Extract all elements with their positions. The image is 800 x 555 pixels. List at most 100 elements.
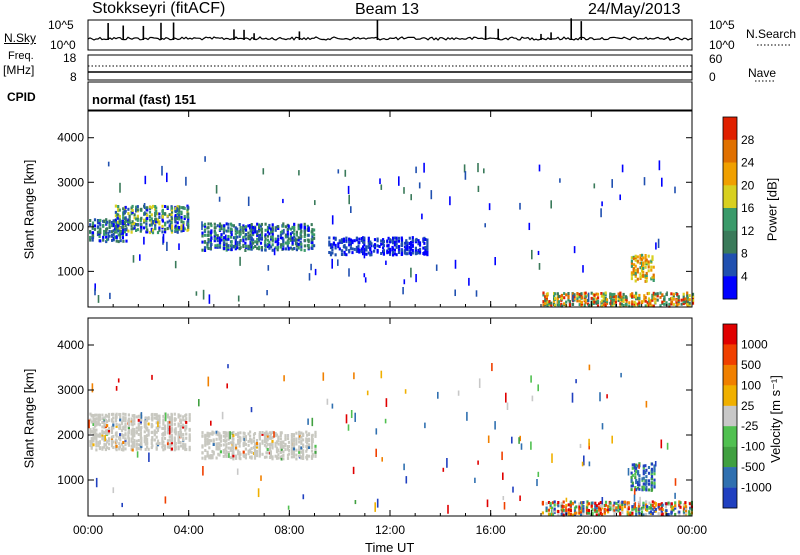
echo-cell: [179, 441, 182, 444]
echo-cell: [604, 291, 607, 295]
echo-cell: [103, 431, 106, 435]
echo-cell: [127, 229, 130, 233]
echo-cell: [90, 413, 93, 417]
echo-cell: [554, 303, 557, 307]
echo-cell: [128, 214, 131, 218]
echo-cell: [239, 238, 242, 242]
scatter-cell: [148, 452, 150, 462]
echo-cell: [140, 439, 143, 443]
power-ytick-label: 3000: [57, 175, 84, 189]
echo-cell: [274, 454, 277, 458]
echo-cell: [222, 231, 225, 235]
echo-cell: [161, 442, 164, 445]
echo-cell: [232, 434, 235, 438]
velocity-ytick-label: 3000: [57, 383, 84, 397]
echo-cell: [127, 441, 130, 445]
scatter-cell: [168, 425, 171, 435]
echo-cell: [250, 239, 253, 243]
echo-cell: [122, 227, 125, 230]
scatter-cell: [619, 194, 621, 201]
echo-cell: [376, 248, 379, 252]
echo-cell: [170, 418, 173, 422]
echo-cell: [187, 205, 190, 209]
echo-cell: [311, 235, 314, 239]
scatter-cell: [331, 258, 333, 269]
echo-cell: [236, 230, 239, 234]
echo-cell: [224, 435, 227, 439]
echo-cell: [136, 218, 139, 222]
echo-cell: [422, 252, 425, 255]
echo-cell: [679, 505, 682, 509]
echo-cell: [553, 507, 556, 511]
echo-cell: [133, 441, 136, 445]
echo-cell: [280, 454, 283, 458]
echo-cell: [117, 229, 120, 233]
echo-cell: [203, 222, 207, 226]
nsky-label: N.Sky: [4, 31, 37, 45]
scatter-cell: [380, 370, 383, 379]
echo-cell: [645, 475, 648, 479]
echo-cell: [261, 452, 264, 456]
echo-cell: [561, 507, 564, 511]
echo-cell: [279, 245, 283, 249]
echo-cell: [638, 462, 641, 466]
echo-cell: [593, 295, 596, 299]
echo-cell: [651, 500, 654, 504]
scatter-cell: [195, 291, 198, 296]
echo-cell: [362, 251, 365, 255]
echo-cell: [127, 429, 130, 433]
echo-cell: [582, 509, 585, 513]
echo-cell: [271, 227, 274, 231]
echo-cell: [300, 248, 303, 252]
echo-cell: [234, 242, 237, 245]
echo-cell: [174, 226, 177, 230]
echo-cell: [123, 221, 126, 224]
echo-cell: [600, 299, 603, 303]
echo-cell: [114, 204, 117, 208]
echo-cell: [637, 480, 640, 484]
echo-cell: [642, 275, 645, 278]
echo-cell: [242, 444, 245, 448]
echo-cell: [637, 302, 640, 306]
echo-cell: [140, 443, 143, 447]
echo-cell: [382, 240, 385, 244]
echo-cell: [112, 236, 115, 240]
echo-cell: [299, 224, 302, 228]
echo-cell: [644, 479, 647, 483]
echo-cell: [271, 234, 274, 238]
scatter-cell: [464, 171, 467, 180]
echo-cell: [116, 223, 119, 227]
echo-cell: [635, 481, 638, 485]
echo-cell: [178, 210, 181, 214]
echo-cell: [164, 212, 167, 216]
echo-cell: [675, 292, 678, 295]
echo-cell: [667, 503, 670, 506]
scatter-cell: [182, 224, 185, 230]
scatter-cell: [107, 161, 110, 167]
echo-cell: [96, 233, 100, 237]
echo-cell: [231, 437, 234, 441]
echo-cell: [107, 415, 111, 419]
echo-cell: [140, 223, 143, 226]
echo-cell: [571, 298, 574, 302]
echo-cell: [598, 508, 601, 512]
echo-cell: [303, 227, 306, 231]
scatter-cell: [207, 376, 210, 387]
echo-cell: [158, 416, 161, 420]
echo-cell: [578, 511, 581, 514]
echo-cell: [630, 484, 633, 488]
echo-cell: [369, 240, 372, 244]
echo-cell: [180, 212, 183, 216]
echo-cell: [131, 208, 134, 212]
echo-cell: [97, 434, 100, 438]
echo-cell: [146, 230, 149, 234]
echo-cell: [276, 243, 279, 247]
scatter-cell: [601, 201, 603, 207]
echo-cell: [206, 434, 209, 438]
scatter-cell: [588, 442, 590, 450]
echo-cell: [252, 231, 255, 235]
echo-cell: [571, 292, 574, 295]
echo-cell: [164, 223, 167, 227]
echo-cell: [131, 434, 134, 438]
echo-cell: [357, 248, 360, 251]
